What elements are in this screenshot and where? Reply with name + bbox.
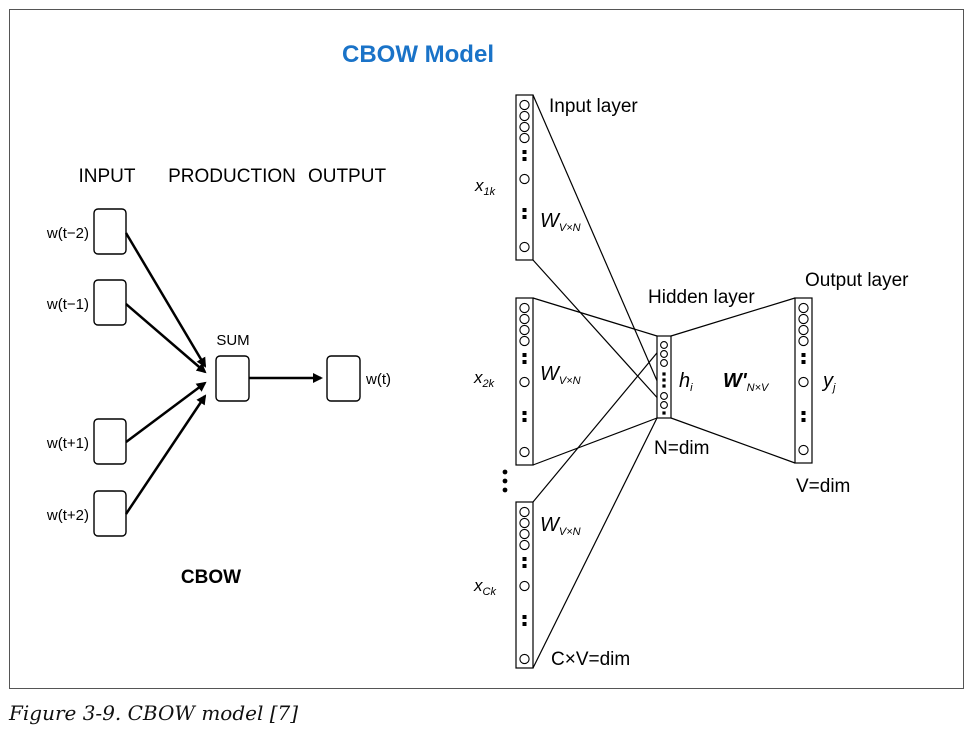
header-production: PRODUCTION bbox=[168, 166, 296, 187]
neuron-dot bbox=[522, 360, 527, 364]
neuron-circle bbox=[798, 335, 809, 347]
neuron-circle bbox=[660, 341, 668, 349]
neuron-dot bbox=[801, 353, 806, 357]
xck-label: xCk bbox=[473, 576, 496, 598]
neuron-dot bbox=[522, 564, 527, 568]
sum-label: SUM bbox=[216, 332, 249, 349]
neuron-dot bbox=[522, 157, 527, 161]
input-layer-label: Input layer bbox=[549, 96, 638, 117]
neuron-circle bbox=[519, 376, 530, 388]
x1k-label: x1k bbox=[474, 176, 496, 198]
neuron-circle bbox=[519, 302, 530, 314]
neuron-circle bbox=[519, 241, 530, 253]
cbow-label: CBOW bbox=[181, 567, 241, 588]
neuron-circle bbox=[519, 580, 530, 592]
figure-title: CBOW Model bbox=[342, 41, 494, 68]
neuron-dot bbox=[662, 384, 666, 388]
neuron-circle bbox=[519, 313, 530, 325]
sum-box bbox=[215, 355, 250, 402]
hidden-dim-label: N=dim bbox=[654, 438, 709, 459]
neuron-dot bbox=[522, 411, 527, 415]
weight-label-1: WV×N bbox=[540, 210, 581, 234]
neuron-circle bbox=[660, 401, 668, 409]
neuron-circle bbox=[660, 350, 668, 358]
neuron-dot bbox=[522, 208, 527, 212]
hidden-h-label: hi bbox=[679, 370, 693, 394]
neuron-dot bbox=[522, 150, 527, 154]
neuron-dot bbox=[662, 372, 666, 376]
ellipsis-dot-2 bbox=[502, 478, 508, 484]
input-label-3: w(t+1) bbox=[46, 435, 89, 452]
neuron-dot bbox=[522, 622, 527, 626]
neuron-circle bbox=[798, 376, 809, 388]
input-box-4 bbox=[93, 490, 127, 537]
output-dim-label: V=dim bbox=[796, 476, 850, 497]
header-output: OUTPUT bbox=[308, 166, 387, 187]
output-label: w(t) bbox=[365, 371, 391, 388]
neuron-dot bbox=[801, 411, 806, 415]
input-box-1 bbox=[93, 208, 127, 255]
neuron-circle bbox=[798, 444, 809, 456]
neuron-dot bbox=[662, 411, 666, 415]
output-box bbox=[326, 355, 361, 402]
ellipsis-dot-1 bbox=[502, 469, 508, 475]
neuron-dot bbox=[662, 378, 666, 382]
neuron-dot bbox=[801, 360, 806, 364]
neuron-circle bbox=[798, 313, 809, 325]
neuron-circle bbox=[519, 132, 530, 144]
input-box-3 bbox=[93, 418, 127, 465]
ellipsis-dot-3 bbox=[502, 487, 508, 493]
neuron-dot bbox=[522, 353, 527, 357]
neuron-circle bbox=[660, 392, 668, 400]
output-weight-label: W'N×V bbox=[723, 370, 770, 394]
arrow-input-3 bbox=[125, 381, 207, 444]
neuron-dot bbox=[801, 418, 806, 422]
neuron-circle bbox=[798, 324, 809, 336]
neuron-circle bbox=[519, 517, 530, 529]
arrow-input-1 bbox=[124, 232, 207, 368]
neuron-circle bbox=[519, 653, 530, 665]
neuron-circle bbox=[660, 359, 668, 367]
weight-label-c: WV×N bbox=[540, 514, 581, 538]
weight-label-2: WV×N bbox=[540, 363, 581, 387]
neuron-circle bbox=[519, 99, 530, 111]
neuron-circle bbox=[519, 121, 530, 133]
neuron-circle bbox=[519, 335, 530, 347]
figure-frame bbox=[9, 9, 964, 689]
neuron-dot bbox=[522, 557, 527, 561]
input-label-4: w(t+2) bbox=[46, 507, 89, 524]
arrow-input-4 bbox=[124, 394, 207, 515]
neuron-circle bbox=[519, 506, 530, 518]
neuron-circle bbox=[519, 173, 530, 185]
header-input: INPUT bbox=[79, 166, 136, 187]
neuron-glyphs bbox=[519, 99, 809, 665]
neuron-circle bbox=[519, 324, 530, 336]
figure-caption: Figure 3-9. CBOW model [7] bbox=[9, 701, 299, 725]
neuron-circle bbox=[798, 302, 809, 314]
input-label-1: w(t−2) bbox=[46, 225, 89, 242]
output-y-label: yj bbox=[821, 370, 836, 394]
neuron-circle bbox=[519, 110, 530, 122]
x2k-label: x2k bbox=[473, 368, 495, 390]
input-dim-label: C×V=dim bbox=[551, 649, 630, 670]
neuron-dot bbox=[522, 215, 527, 219]
network-connections bbox=[532, 94, 796, 669]
neuron-circle bbox=[519, 539, 530, 551]
neuron-circle bbox=[519, 528, 530, 540]
input-label-2: w(t−1) bbox=[46, 296, 89, 313]
hidden-layer-label: Hidden layer bbox=[648, 287, 755, 308]
neuron-dot bbox=[522, 418, 527, 422]
output-layer-label: Output layer bbox=[805, 270, 909, 291]
input-box-2 bbox=[93, 279, 127, 326]
arrow-input-2 bbox=[125, 303, 207, 374]
neuron-dot bbox=[522, 615, 527, 619]
neuron-circle bbox=[519, 446, 530, 458]
